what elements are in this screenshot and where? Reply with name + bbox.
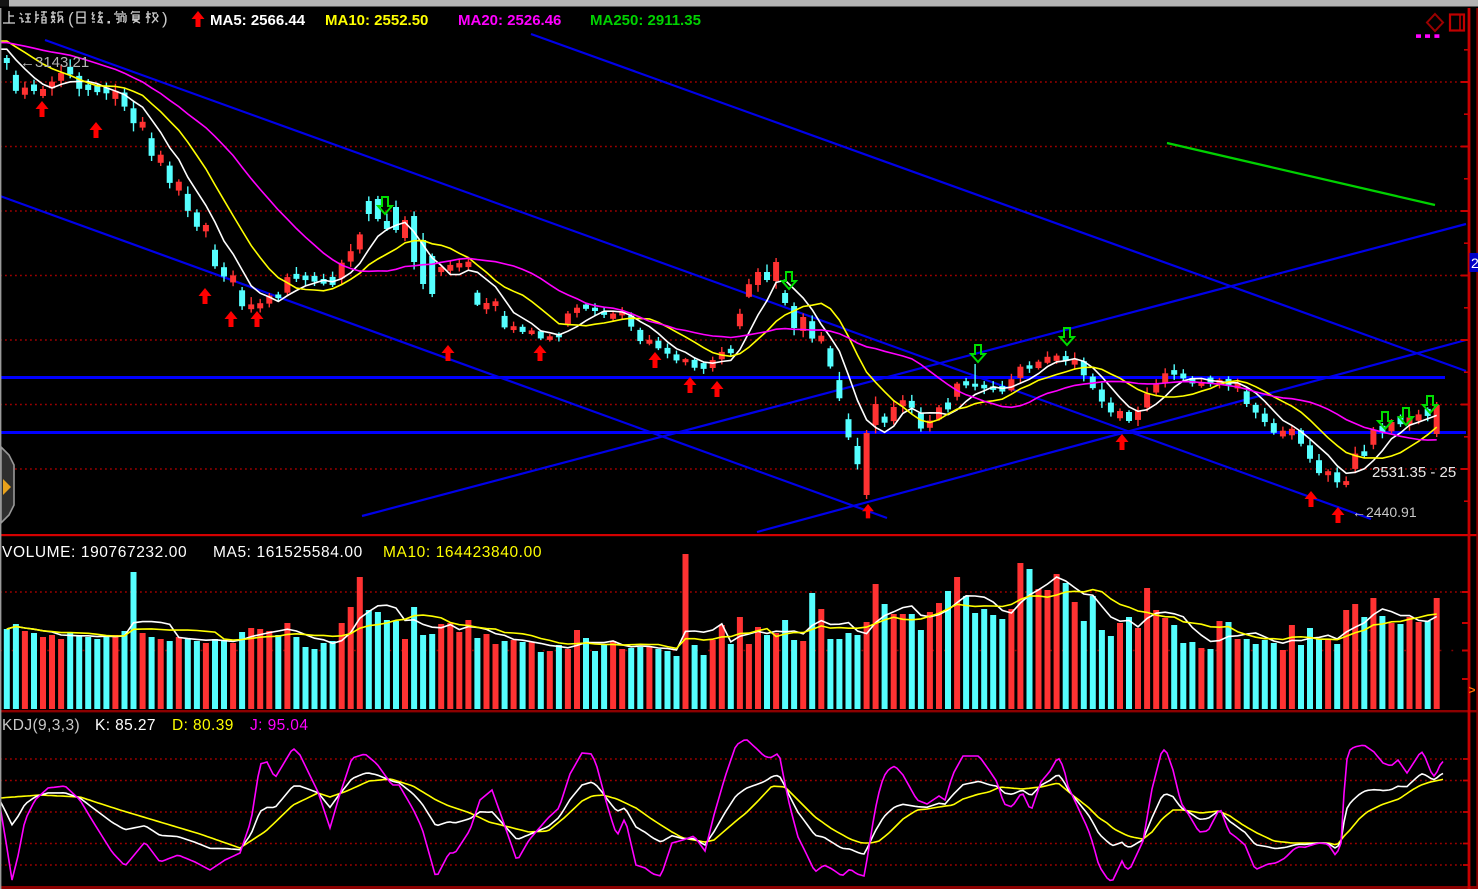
svg-text:>: > [1469,683,1476,697]
svg-text:MA5: 2566.44: MA5: 2566.44 [210,12,306,29]
svg-text:MA10: 2552.50: MA10: 2552.50 [325,12,428,29]
svg-text:MA5: 161525584.00: MA5: 161525584.00 [213,544,363,561]
svg-text:J: 95.04: J: 95.04 [250,717,308,734]
svg-text:2531.35 - 25: 2531.35 - 25 [1372,464,1456,481]
svg-text:MA20: 2526.46: MA20: 2526.46 [458,12,561,29]
svg-text:MA250: 2911.35: MA250: 2911.35 [590,12,701,29]
svg-text:K: 85.27: K: 85.27 [95,717,156,734]
svg-text:VOLUME: 190767232.00: VOLUME: 190767232.00 [2,544,187,561]
svg-text:(: ( [68,9,74,28]
svg-text:←2440.91: ←2440.91 [1352,504,1417,520]
svg-text:←3143.21: ←3143.21 [20,54,89,71]
svg-text:2: 2 [1471,255,1478,271]
svg-text:KDJ(9,3,3): KDJ(9,3,3) [2,717,80,734]
svg-text:): ) [162,9,168,28]
svg-text:D: 80.39: D: 80.39 [172,717,234,734]
svg-text:MA10: 164423840.00: MA10: 164423840.00 [383,544,542,561]
